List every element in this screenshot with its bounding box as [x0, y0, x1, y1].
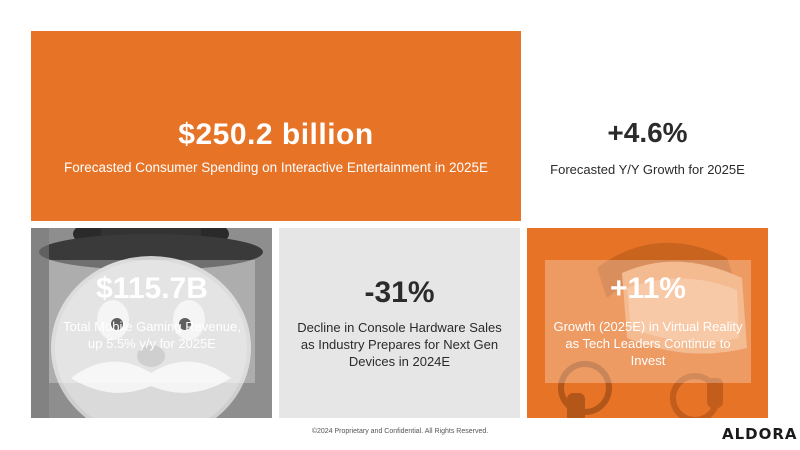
- mobile-stat-tile: $115.7B Total Mobile Gaming Revenue, up …: [31, 228, 272, 418]
- mobile-value: $115.7B: [96, 272, 208, 305]
- spending-value: $250.2 billion: [178, 118, 374, 151]
- aldora-logo: ALDORA: [722, 425, 798, 443]
- copyright-footer: ©2024 Proprietary and Confidential. All …: [311, 428, 489, 435]
- mobile-overlay-panel: $115.7B Total Mobile Gaming Revenue, up …: [49, 260, 255, 383]
- growth-value: +4.6%: [607, 117, 688, 148]
- spending-stat-tile: $250.2 billion Forecasted Consumer Spend…: [31, 31, 521, 221]
- vr-stat-tile: +11% Growth (2025E) in Virtual Reality a…: [527, 228, 768, 418]
- growth-caption: Forecasted Y/Y Growth for 2025E: [550, 162, 745, 177]
- vr-caption: Growth (2025E) in Virtual Reality as Tec…: [553, 319, 743, 368]
- console-value: -31%: [364, 276, 435, 309]
- vr-value: +11%: [610, 272, 686, 305]
- mobile-caption: Total Mobile Gaming Revenue, up 5.5% y/y…: [63, 319, 241, 351]
- vr-overlay-panel: +11% Growth (2025E) in Virtual Reality a…: [545, 260, 751, 383]
- growth-stat-tile: +4.6% Forecasted Y/Y Growth for 2025E: [527, 31, 768, 221]
- board-game-mascot-photo: [31, 228, 272, 418]
- vr-headset-photo: [527, 228, 768, 418]
- console-caption: Decline in Console Hardware Sales as Ind…: [297, 320, 502, 369]
- spending-caption: Forecasted Consumer Spending on Interact…: [64, 160, 488, 175]
- console-stat-tile: -31% Decline in Console Hardware Sales a…: [279, 228, 520, 418]
